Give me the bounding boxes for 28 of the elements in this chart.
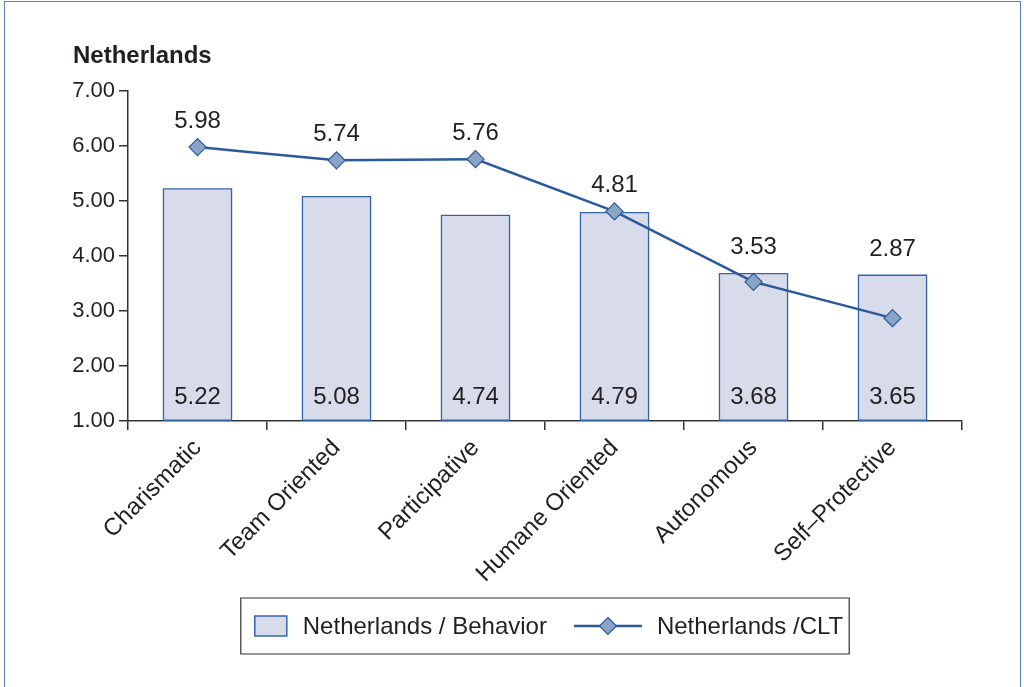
point — [605, 202, 624, 221]
y-tick-label: 1.00 — [72, 407, 115, 433]
legend-label: Netherlands / Behavior — [302, 611, 547, 639]
point — [744, 272, 763, 291]
data-label: 5.98 — [174, 105, 221, 133]
data-label: 5.08 — [313, 381, 360, 409]
data-label: 5.74 — [313, 118, 360, 146]
data-label: 5.76 — [452, 117, 499, 145]
point — [188, 138, 207, 157]
data-label: 4.79 — [591, 381, 638, 409]
y-tick-label: 4.00 — [72, 242, 115, 268]
data-label: 4.81 — [591, 170, 638, 198]
data-label: 4.74 — [452, 381, 499, 409]
point — [327, 151, 346, 170]
chart-title: Netherlands — [73, 40, 212, 68]
y-tick-label: 3.00 — [72, 297, 115, 323]
y-tick-label: 7.00 — [72, 77, 115, 103]
y-tick-label: 6.00 — [72, 132, 115, 158]
data-label: 3.68 — [730, 381, 777, 409]
y-tick-label: 5.00 — [72, 187, 115, 213]
point — [883, 309, 902, 328]
data-label: 5.22 — [174, 381, 221, 409]
data-label: 2.87 — [869, 233, 916, 261]
data-label: 3.53 — [730, 232, 777, 260]
legend-label: Netherlands /CLT — [656, 611, 844, 639]
y-tick-label: 2.00 — [72, 352, 115, 378]
point — [466, 150, 485, 169]
data-label: 3.65 — [869, 381, 916, 409]
